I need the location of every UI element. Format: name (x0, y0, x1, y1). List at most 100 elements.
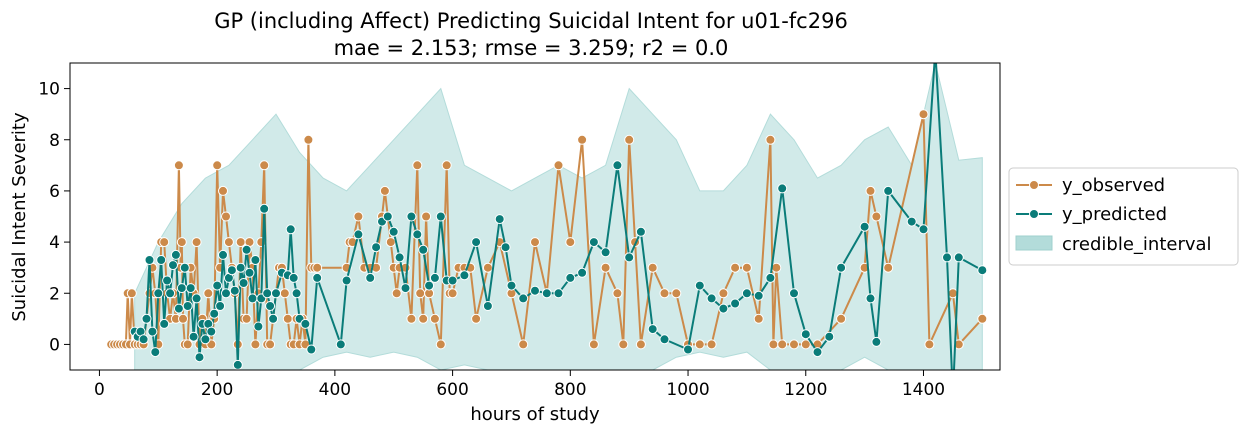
point-y-observed (471, 313, 482, 324)
point-y-predicted (953, 252, 964, 263)
point-y-observed (612, 288, 623, 299)
point-y-predicted (168, 260, 178, 271)
point-y-observed (415, 288, 426, 299)
point-y-observed (241, 313, 252, 324)
point-y-observed (482, 262, 493, 273)
point-y-observed (178, 313, 188, 324)
point-y-predicted (765, 272, 776, 283)
point-y-observed (412, 160, 423, 171)
legend-interval-swatch (1015, 235, 1053, 251)
point-y-observed (159, 237, 170, 248)
point-y-predicted (406, 211, 417, 222)
y-tick-label: 2 (49, 284, 60, 304)
point-y-predicted (262, 288, 273, 299)
legend-entry-credible-interval: credible_interval (1015, 234, 1212, 255)
point-y-predicted (789, 288, 799, 299)
chart-subtitle: mae = 2.153; rmse = 3.259; r2 = 0.0 (334, 36, 729, 60)
point-y-observed (182, 339, 193, 350)
point-y-predicted (400, 283, 411, 294)
point-y-observed (379, 185, 390, 196)
x-tick-label: 1200 (784, 380, 827, 400)
point-y-predicted (312, 272, 323, 283)
point-y-predicted (176, 283, 187, 294)
point-y-observed (447, 288, 458, 299)
point-y-predicted (382, 211, 393, 222)
point-y-observed (223, 237, 234, 248)
point-y-predicted (429, 272, 440, 283)
point-y-predicted (200, 334, 211, 345)
x-tick-label: 800 (554, 380, 586, 400)
point-y-predicted (182, 301, 193, 311)
point-y-predicted (212, 280, 223, 291)
point-y-observed (303, 134, 314, 145)
point-y-predicted (259, 203, 270, 214)
point-y-predicted (588, 237, 599, 248)
point-y-predicted (518, 293, 529, 304)
point-y-observed (694, 339, 705, 350)
point-y-observed (265, 339, 276, 350)
point-y-predicted (341, 275, 352, 286)
point-y-predicted (494, 214, 505, 225)
point-y-predicted (647, 324, 658, 335)
point-y-predicted (288, 272, 299, 283)
point-y-predicted (235, 262, 246, 273)
point-y-predicted (635, 226, 646, 237)
legend-interval-label: credible_interval (1062, 234, 1212, 255)
x-axis: 0 200 400 600 800 1000 1200 1400 (94, 370, 945, 400)
chart-title: GP (including Affect) Predicting Suicida… (214, 9, 848, 33)
point-y-predicted (541, 288, 552, 299)
point-y-predicted (706, 293, 717, 304)
point-y-predicted (218, 249, 228, 260)
point-y-observed (741, 262, 752, 273)
point-y-predicted (253, 321, 264, 332)
point-y-predicted (285, 224, 296, 235)
point-y-observed (173, 160, 184, 171)
point-y-predicted (271, 288, 281, 299)
point-y-observed (279, 288, 290, 299)
point-y-predicted (859, 221, 870, 232)
point-y-predicted (624, 252, 635, 263)
point-y-observed (624, 134, 635, 145)
point-y-predicted (156, 255, 167, 265)
point-y-predicted (435, 211, 446, 222)
x-tick-label: 0 (94, 380, 105, 400)
point-y-predicted (306, 344, 317, 355)
point-y-observed (203, 288, 214, 299)
point-y-predicted (209, 308, 220, 319)
point-y-observed (635, 339, 646, 350)
legend: y_observed y_predicted credible_interval (1008, 167, 1239, 266)
point-y-observed (176, 237, 187, 248)
point-y-observed (518, 339, 529, 350)
point-y-observed (618, 339, 629, 350)
point-y-predicted (459, 270, 470, 281)
point-y-observed (659, 288, 670, 299)
y-tick-label: 6 (49, 182, 60, 202)
point-y-predicted (812, 347, 823, 358)
point-y-predicted (865, 293, 876, 304)
legend-predicted-marker (1029, 209, 1039, 219)
point-y-observed (191, 237, 202, 248)
point-y-predicted (753, 290, 764, 301)
legend-observed-marker (1029, 180, 1039, 190)
point-y-observed (730, 262, 741, 273)
point-y-predicted (553, 288, 564, 299)
x-tick-label: 600 (436, 380, 468, 400)
y-tick-label: 0 (49, 335, 60, 355)
point-y-predicted (229, 285, 240, 296)
point-y-predicted (565, 272, 576, 283)
point-y-predicted (730, 298, 741, 309)
point-y-predicted (365, 272, 376, 283)
point-y-predicted (244, 267, 255, 278)
point-y-observed (977, 313, 988, 324)
point-y-observed (126, 288, 137, 299)
point-y-predicted (447, 275, 458, 286)
plot-area (69, 62, 1001, 371)
point-y-predicted (173, 303, 184, 314)
point-y-observed (718, 288, 729, 299)
point-y-observed (212, 160, 223, 171)
point-y-observed (530, 237, 540, 248)
point-y-observed (577, 134, 588, 145)
point-y-observed (777, 339, 788, 350)
point-y-observed (418, 313, 429, 324)
